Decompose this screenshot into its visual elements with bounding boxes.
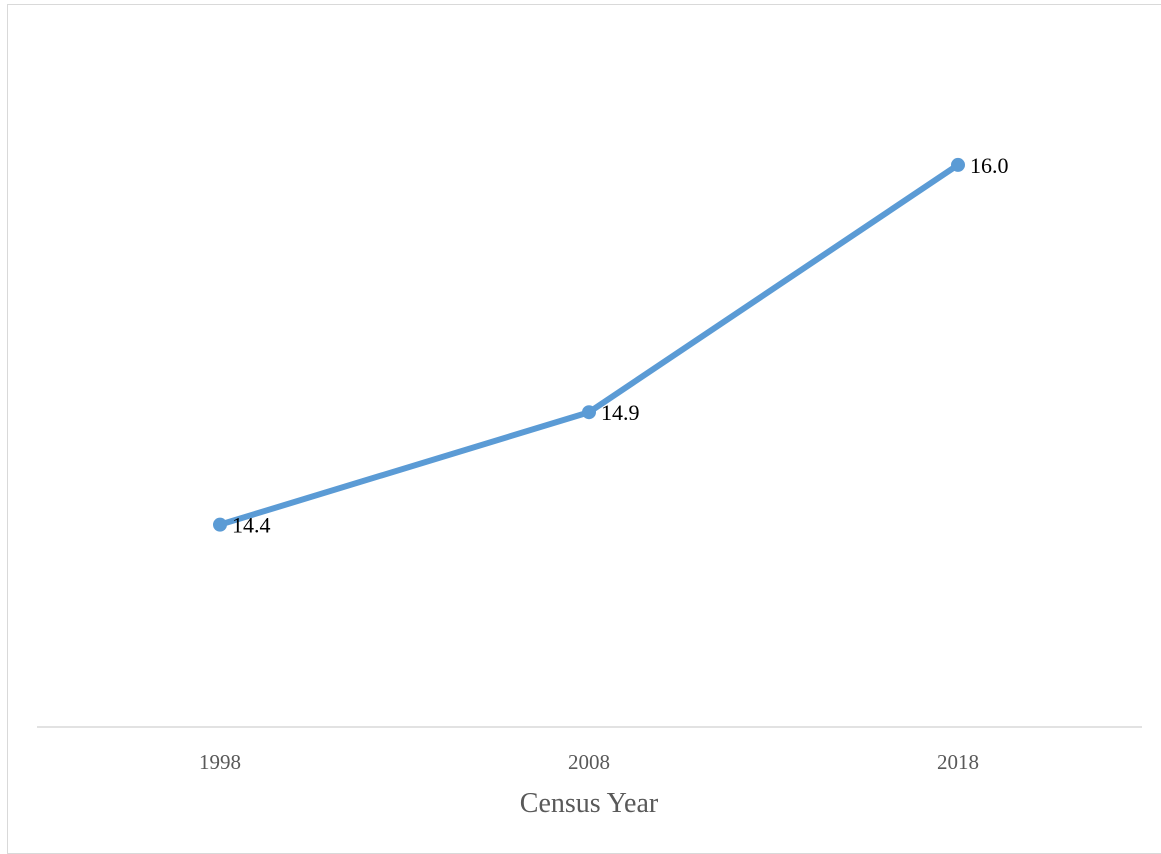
series-layer: 14.4 14.9 16.0 bbox=[213, 153, 1009, 538]
x-axis-title: Census Year bbox=[520, 788, 659, 819]
data-point-marker bbox=[213, 517, 227, 532]
x-tick-label: 2008 bbox=[568, 750, 610, 774]
chart-frame bbox=[7, 4, 1161, 854]
data-label: 16.0 bbox=[970, 153, 1009, 178]
data-point-marker bbox=[582, 405, 596, 420]
x-tick-label: 1998 bbox=[199, 750, 241, 774]
data-label: 14.9 bbox=[601, 400, 640, 425]
data-label: 14.4 bbox=[232, 513, 271, 538]
x-tick-labels: 1998 2008 2018 bbox=[199, 750, 979, 774]
x-tick-label: 2018 bbox=[937, 750, 979, 774]
series-line bbox=[217, 161, 961, 528]
data-point-marker bbox=[951, 157, 965, 172]
